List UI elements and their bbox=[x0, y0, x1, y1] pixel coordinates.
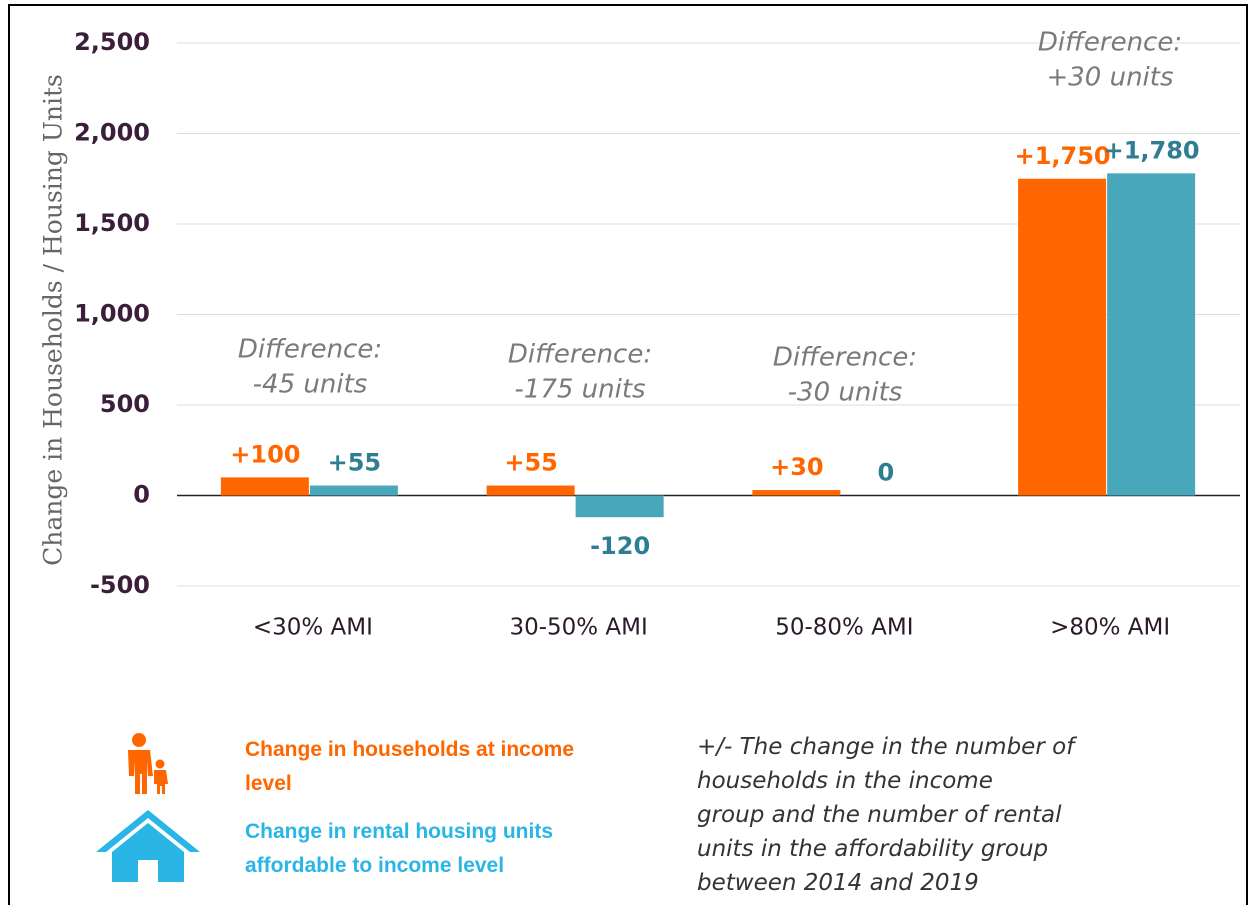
data-label: -120 bbox=[590, 532, 650, 560]
data-label: 0 bbox=[878, 459, 895, 487]
y-tick-label: 2,000 bbox=[74, 119, 150, 147]
note-line: group and the number of rental bbox=[697, 802, 1062, 828]
bar bbox=[1107, 173, 1196, 496]
annotation: +30 units bbox=[1046, 63, 1173, 93]
note-line: households in the income bbox=[697, 768, 993, 794]
note-line: units in the affordability group bbox=[697, 836, 1049, 862]
note-line: between 2014 and 2019 bbox=[697, 870, 979, 896]
annotation: Difference: bbox=[1038, 28, 1182, 58]
x-tick-label: 50-80% AMI bbox=[775, 615, 913, 641]
annotation: -30 units bbox=[788, 378, 903, 408]
bar bbox=[575, 495, 664, 518]
y-tick-label: 1,000 bbox=[74, 300, 150, 328]
y-tick-label: 1,500 bbox=[74, 209, 150, 237]
bar bbox=[752, 490, 841, 496]
annotation: -175 units bbox=[514, 375, 645, 405]
x-tick-label: >80% AMI bbox=[1050, 615, 1170, 641]
legend-entry: Change in rental housing units affordabl… bbox=[245, 820, 554, 877]
annotation: Difference: bbox=[238, 335, 382, 365]
bar bbox=[1018, 178, 1107, 496]
data-label: +1,750 bbox=[1015, 142, 1111, 170]
y-tick-label: 500 bbox=[100, 390, 150, 418]
note: +/- The change in the number of household… bbox=[697, 730, 1074, 900]
data-label: +55 bbox=[328, 449, 382, 477]
y-tick-label: -500 bbox=[90, 571, 150, 599]
data-label: +55 bbox=[504, 449, 558, 477]
annotation: Difference: bbox=[508, 340, 652, 370]
data-label: +30 bbox=[770, 453, 824, 481]
note-line: +/- The change in the number of bbox=[697, 734, 1075, 760]
y-tick-label: 0 bbox=[133, 481, 150, 509]
bar bbox=[309, 485, 398, 496]
legend-entry: Change in households at income level bbox=[245, 738, 575, 795]
annotation: Difference: bbox=[773, 343, 917, 373]
y-axis-label: Change in Households / Housing Units bbox=[39, 74, 68, 566]
data-label: +1,780 bbox=[1104, 136, 1200, 164]
data-label: +100 bbox=[230, 440, 300, 468]
y-tick-label: 2,500 bbox=[74, 28, 150, 56]
x-tick-label: 30-50% AMI bbox=[509, 615, 647, 641]
bar bbox=[486, 485, 575, 496]
frame bbox=[8, 4, 1248, 905]
bar bbox=[220, 477, 309, 496]
house-icon bbox=[96, 810, 200, 882]
annotation: -45 units bbox=[253, 370, 368, 400]
x-tick-label: <30% AMI bbox=[253, 615, 373, 641]
person-icon bbox=[128, 733, 168, 794]
